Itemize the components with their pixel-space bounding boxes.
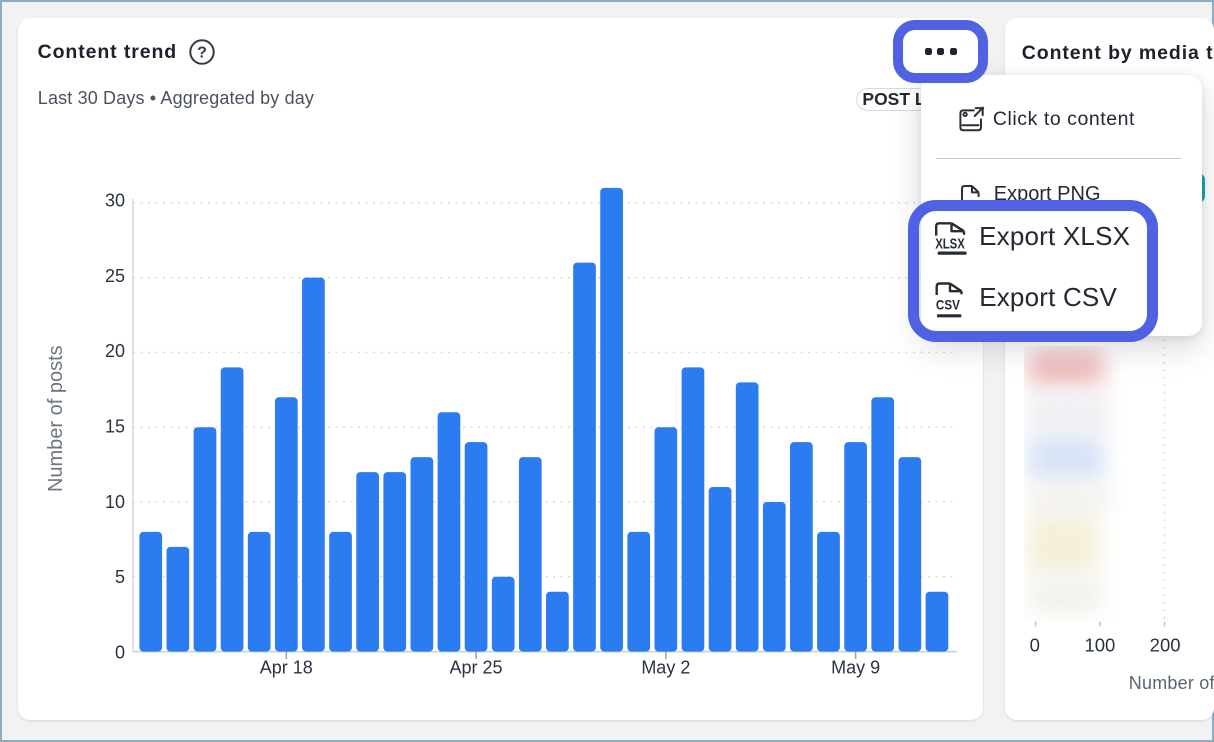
svg-text:30: 30	[105, 190, 125, 210]
svg-text:?: ?	[197, 45, 207, 62]
svg-text:5: 5	[115, 567, 125, 587]
svg-text:25: 25	[105, 266, 125, 286]
svg-text:XLSX: XLSX	[935, 237, 965, 253]
svg-text:10: 10	[105, 492, 125, 512]
svg-text:100: 100	[1084, 634, 1115, 655]
svg-text:Apr 25: Apr 25	[450, 657, 503, 677]
svg-text:Number of posts: Number of posts	[45, 345, 67, 492]
svg-text:20: 20	[105, 341, 125, 361]
svg-text:200: 200	[1150, 634, 1181, 655]
svg-text:0: 0	[1030, 634, 1040, 655]
svg-text:Apr 18: Apr 18	[260, 657, 313, 677]
svg-text:May 9: May 9	[831, 657, 880, 677]
svg-text:CSV: CSV	[936, 298, 960, 313]
svg-text:May 2: May 2	[641, 657, 690, 677]
svg-text:0: 0	[115, 642, 125, 662]
svg-text:Number of posts: Number of posts	[1129, 673, 1214, 693]
svg-text:15: 15	[105, 416, 125, 436]
